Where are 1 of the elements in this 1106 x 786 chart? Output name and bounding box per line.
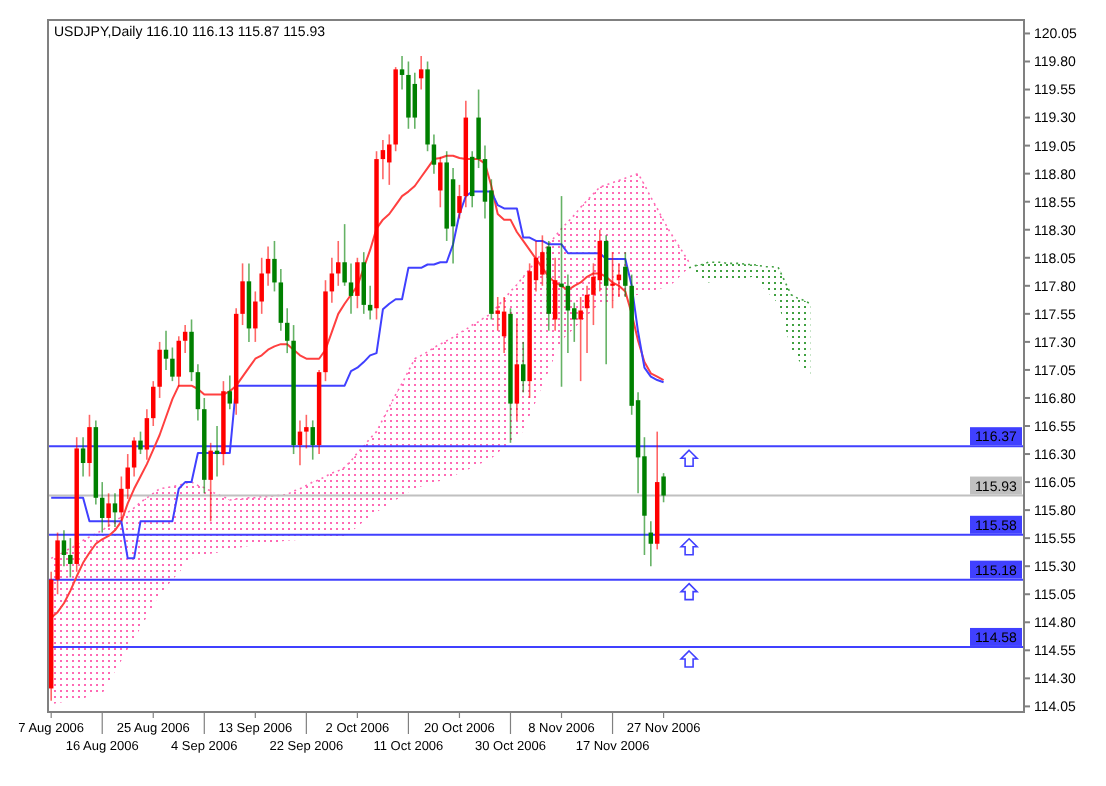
line-series — [688, 261, 812, 305]
